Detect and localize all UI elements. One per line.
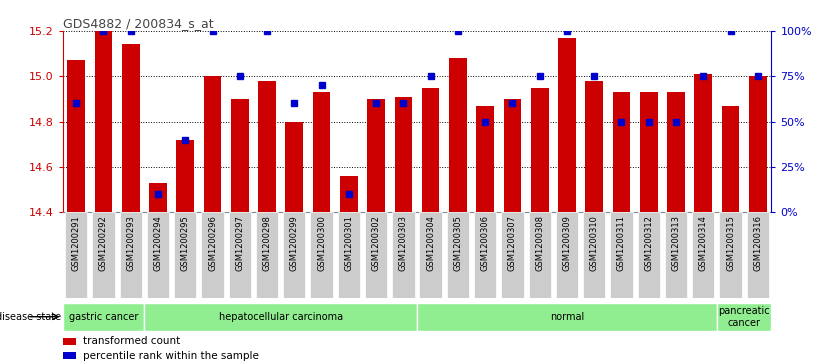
Text: GSM1200312: GSM1200312 <box>644 215 653 271</box>
FancyBboxPatch shape <box>229 212 251 298</box>
Text: GSM1200293: GSM1200293 <box>126 215 135 271</box>
Bar <box>122 44 139 212</box>
Text: GSM1200292: GSM1200292 <box>99 215 108 271</box>
Bar <box>530 87 549 212</box>
FancyBboxPatch shape <box>392 212 414 298</box>
Text: GSM1200303: GSM1200303 <box>399 215 408 271</box>
Text: normal: normal <box>550 312 584 322</box>
FancyBboxPatch shape <box>665 212 687 298</box>
Text: GSM1200300: GSM1200300 <box>317 215 326 271</box>
Text: GSM1200315: GSM1200315 <box>726 215 735 271</box>
Bar <box>94 31 113 212</box>
FancyBboxPatch shape <box>417 303 717 331</box>
Text: GSM1200307: GSM1200307 <box>508 215 517 271</box>
Bar <box>721 106 740 212</box>
FancyBboxPatch shape <box>637 212 660 298</box>
FancyBboxPatch shape <box>283 212 305 298</box>
Bar <box>68 60 85 212</box>
Bar <box>695 74 712 212</box>
Text: percentile rank within the sample: percentile rank within the sample <box>83 351 259 361</box>
Text: GSM1200309: GSM1200309 <box>562 215 571 271</box>
Text: transformed count: transformed count <box>83 336 180 346</box>
Text: GSM1200316: GSM1200316 <box>753 215 762 271</box>
FancyBboxPatch shape <box>474 212 496 298</box>
Bar <box>340 176 358 212</box>
Text: GSM1200306: GSM1200306 <box>480 215 490 271</box>
Text: GSM1200298: GSM1200298 <box>263 215 272 271</box>
Text: hepatocellular carcinoma: hepatocellular carcinoma <box>219 312 343 322</box>
Bar <box>449 58 467 212</box>
FancyBboxPatch shape <box>119 212 142 298</box>
Bar <box>422 87 440 212</box>
Text: GSM1200304: GSM1200304 <box>426 215 435 271</box>
Text: GSM1200313: GSM1200313 <box>671 215 681 271</box>
FancyBboxPatch shape <box>65 212 88 298</box>
Text: pancreatic
cancer: pancreatic cancer <box>718 306 770 327</box>
FancyBboxPatch shape <box>338 212 360 298</box>
Bar <box>367 99 385 212</box>
Bar <box>667 92 685 212</box>
Text: GSM1200299: GSM1200299 <box>289 215 299 271</box>
Text: GSM1200314: GSM1200314 <box>699 215 708 271</box>
FancyBboxPatch shape <box>256 212 279 298</box>
Text: GSM1200301: GSM1200301 <box>344 215 354 271</box>
Bar <box>313 92 330 212</box>
Text: GSM1200311: GSM1200311 <box>617 215 626 271</box>
FancyBboxPatch shape <box>310 212 333 298</box>
Bar <box>259 81 276 212</box>
Text: GSM1200305: GSM1200305 <box>454 215 462 271</box>
FancyBboxPatch shape <box>746 212 769 298</box>
Bar <box>749 76 766 212</box>
FancyBboxPatch shape <box>717 303 771 331</box>
Text: GSM1200297: GSM1200297 <box>235 215 244 271</box>
Bar <box>231 99 249 212</box>
Text: GSM1200296: GSM1200296 <box>208 215 217 271</box>
Bar <box>149 183 167 212</box>
Bar <box>558 38 575 212</box>
FancyBboxPatch shape <box>420 212 442 298</box>
Bar <box>203 76 221 212</box>
FancyBboxPatch shape <box>201 212 224 298</box>
Text: disease state: disease state <box>0 312 61 322</box>
Text: GSM1200310: GSM1200310 <box>590 215 599 271</box>
FancyBboxPatch shape <box>720 212 741 298</box>
Text: GSM1200291: GSM1200291 <box>72 215 81 271</box>
FancyBboxPatch shape <box>610 212 633 298</box>
Text: GSM1200302: GSM1200302 <box>372 215 380 271</box>
Text: GSM1200308: GSM1200308 <box>535 215 545 271</box>
FancyBboxPatch shape <box>93 212 114 298</box>
Text: GDS4882 / 200834_s_at: GDS4882 / 200834_s_at <box>63 17 214 30</box>
Text: GSM1200294: GSM1200294 <box>153 215 163 271</box>
FancyBboxPatch shape <box>447 212 469 298</box>
FancyBboxPatch shape <box>583 212 605 298</box>
Bar <box>504 99 521 212</box>
FancyBboxPatch shape <box>555 212 578 298</box>
FancyBboxPatch shape <box>529 212 551 298</box>
FancyBboxPatch shape <box>174 212 197 298</box>
Bar <box>476 106 494 212</box>
Bar <box>63 352 76 359</box>
Text: gastric cancer: gastric cancer <box>68 312 138 322</box>
Bar <box>585 81 603 212</box>
Bar <box>613 92 631 212</box>
FancyBboxPatch shape <box>501 212 524 298</box>
FancyBboxPatch shape <box>63 303 144 331</box>
FancyBboxPatch shape <box>692 212 715 298</box>
Bar <box>176 140 194 212</box>
Bar <box>640 92 658 212</box>
FancyBboxPatch shape <box>147 212 169 298</box>
Text: GSM1200295: GSM1200295 <box>181 215 190 271</box>
FancyBboxPatch shape <box>144 303 417 331</box>
Bar <box>285 122 304 212</box>
Bar <box>63 338 76 345</box>
Bar <box>394 97 412 212</box>
FancyBboxPatch shape <box>365 212 387 298</box>
